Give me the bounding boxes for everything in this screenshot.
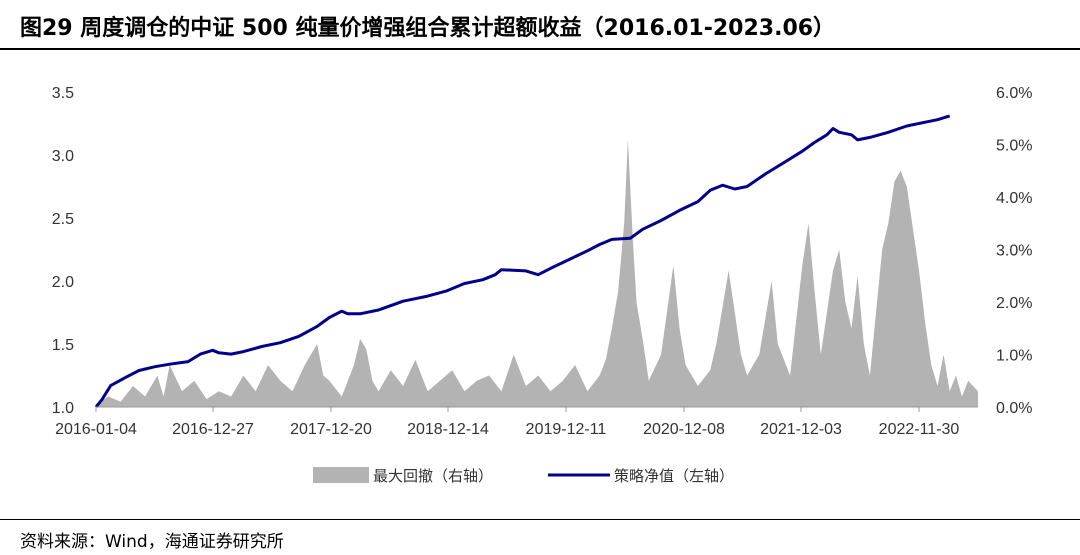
y-right-tick-label: 1.0% bbox=[996, 348, 1032, 365]
legend: 最大回撤（右轴） 策略净值（左轴） bbox=[313, 467, 734, 485]
title-divider bbox=[0, 48, 1080, 50]
source-note: 资料来源：Wind，海通证券研究所 bbox=[20, 532, 284, 552]
y-left-tick-label: 2.5 bbox=[52, 211, 74, 228]
legend-label-drawdown: 最大回撤（右轴） bbox=[373, 467, 493, 485]
y-right-tick-label: 4.0% bbox=[996, 190, 1032, 207]
x-tick-label: 2021-12-03 bbox=[760, 421, 842, 438]
x-tick-label: 2020-12-08 bbox=[643, 421, 725, 438]
legend-swatch-drawdown bbox=[313, 467, 369, 483]
legend-label-nav: 策略净值（左轴） bbox=[614, 467, 734, 485]
x-tick-label: 2017-12-20 bbox=[290, 421, 372, 438]
y-left-tick-label: 3.0 bbox=[52, 148, 74, 165]
y-right-tick-label: 5.0% bbox=[996, 138, 1032, 155]
chart-title: 图29 周度调仓的中证 500 纯量价增强组合累计超额收益（2016.01-20… bbox=[20, 16, 836, 41]
y-left-tick-label: 1.5 bbox=[52, 337, 74, 354]
y-left-tick-label: 1.0 bbox=[52, 400, 74, 417]
y-left-tick-label: 2.0 bbox=[52, 274, 74, 291]
x-tick-label: 2019-12-11 bbox=[526, 421, 607, 438]
drawdown-area bbox=[96, 139, 978, 408]
x-tick-label: 2018-12-14 bbox=[407, 421, 489, 438]
x-tick-label: 2022-11-30 bbox=[879, 421, 960, 438]
y-right-tick-label: 3.0% bbox=[996, 243, 1032, 260]
y-right-tick-label: 2.0% bbox=[996, 295, 1032, 312]
y-right-tick-label: 6.0% bbox=[996, 85, 1032, 102]
drawdown-area-layer bbox=[96, 139, 978, 408]
footer-divider bbox=[0, 519, 1080, 520]
y-right-tick-label: 0.0% bbox=[996, 400, 1032, 417]
nav-line bbox=[94, 114, 951, 408]
y-left-tick-label: 3.5 bbox=[52, 85, 74, 102]
x-tick-label: 2016-01-04 bbox=[55, 421, 137, 438]
x-tick-label: 2016-12-27 bbox=[172, 421, 254, 438]
axes-layer: 1.0 1.5 2.0 2.5 3.0 3.5 0.0% 1.0% 2.0% 3.0% 4.0% 5.… bbox=[52, 85, 1033, 438]
nav-line-layer bbox=[94, 114, 951, 408]
